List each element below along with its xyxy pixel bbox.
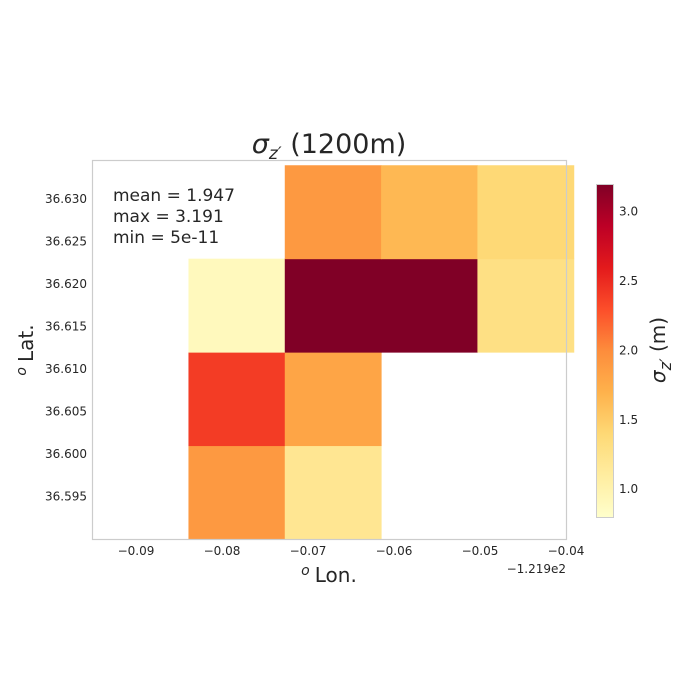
colorbar-label-subscript: z′ <box>656 358 675 371</box>
x-axis-label-sup: o <box>301 563 310 579</box>
x-tick-label: −0.09 <box>118 544 155 558</box>
y-tick-labels: 36.595 36.600 36.605 36.610 36.615 36.620 36.6… <box>45 192 87 503</box>
colorbar-label-suffix: (m) <box>646 317 670 358</box>
y-tick-label: 36.630 <box>45 192 87 206</box>
colorbar-tick-label: 1.0 <box>619 482 638 496</box>
y-tick-label: 36.610 <box>45 362 87 376</box>
heatmap-cell <box>477 165 575 260</box>
stats-line: max = 3.191 <box>113 207 224 227</box>
colorbar <box>596 184 614 518</box>
colorbar-label: σz′ (m) <box>646 317 675 383</box>
heatmap-cell <box>188 258 286 353</box>
y-tick-label: 36.625 <box>45 235 87 249</box>
colorbar-tick-label: 2.0 <box>619 343 638 357</box>
y-tick-label: 36.615 <box>45 320 87 334</box>
title-suffix: (1200m) <box>282 129 407 160</box>
y-axis-label-text: Lat. <box>14 324 38 362</box>
stats-line: mean = 1.947 <box>113 186 235 206</box>
x-tick-label: −0.05 <box>462 544 499 558</box>
title-subscript: z′ <box>268 144 282 164</box>
x-tick-label: −0.04 <box>548 544 585 558</box>
x-axis-label-text: Lon. <box>315 563 357 587</box>
y-tick-label: 36.595 <box>45 490 87 504</box>
y-tick-label: 36.600 <box>45 447 87 461</box>
heatmap-cell <box>381 165 478 260</box>
stats-line: min = 5e-11 <box>113 228 219 248</box>
heatmap-cell <box>284 352 382 447</box>
x-tick-label: −0.07 <box>290 544 327 558</box>
heatmap-cells <box>188 165 575 540</box>
heatmap-cell <box>284 165 382 260</box>
heatmap-cell <box>477 258 575 353</box>
title-sigma: σ <box>252 129 270 160</box>
colorbar-label-sigma: σ <box>646 369 670 383</box>
x-tick-labels: −0.09 −0.08 −0.07 −0.06 −0.05 −0.04 <box>118 544 585 558</box>
colorbar-tick-label: 1.5 <box>619 413 638 427</box>
heatmap-cell <box>188 445 286 540</box>
x-offset-label: −1.219e2 <box>507 562 566 576</box>
y-tick-label: 36.620 <box>45 277 87 291</box>
y-tick-label: 36.605 <box>45 405 87 419</box>
x-tick-label: −0.08 <box>204 544 241 558</box>
heatmap-cell <box>188 352 286 447</box>
heatmap-cell <box>284 445 382 540</box>
chart-title: σz′ (1200m) <box>252 129 407 164</box>
plot-frame <box>91 159 568 541</box>
x-tick-label: −0.06 <box>376 544 413 558</box>
colorbar-tick-labels: 1.0 1.5 2.0 2.5 3.0 <box>619 205 638 497</box>
colorbar-tick-label: 3.0 <box>619 205 638 219</box>
x-axis-label: o Lon. <box>301 563 357 587</box>
colorbar-tick-label: 2.5 <box>619 274 638 288</box>
y-axis-label-sup: o <box>14 367 30 376</box>
heatmap-cell <box>284 258 382 353</box>
y-axis-label: o Lat. <box>14 324 38 375</box>
heatmap-cell <box>381 258 478 353</box>
